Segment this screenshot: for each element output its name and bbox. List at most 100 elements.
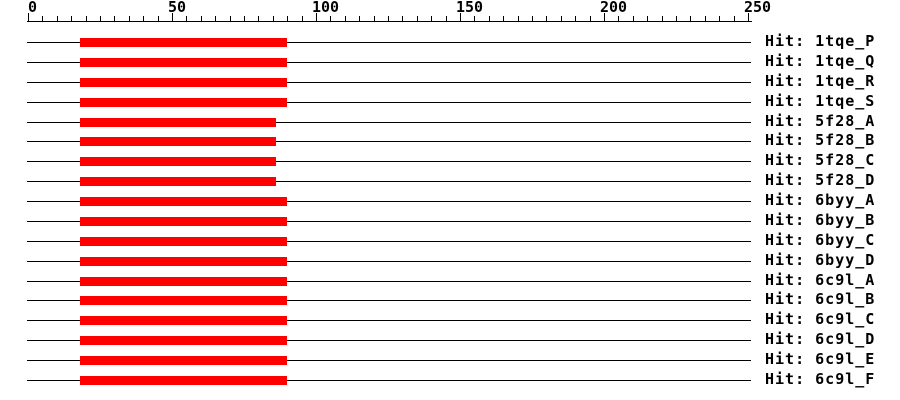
hit-baseline <box>27 360 751 361</box>
minor-tick <box>129 16 130 21</box>
axis-tick-label: 200 <box>600 0 628 16</box>
minor-tick <box>489 16 490 21</box>
minor-tick <box>662 16 663 21</box>
hit-label: Hit: 1tqe_P <box>765 32 876 50</box>
minor-tick <box>388 16 389 21</box>
minor-tick <box>532 16 533 21</box>
hit-baseline <box>27 300 751 301</box>
hit-label: Hit: 6c9l_D <box>765 330 876 348</box>
major-tick <box>460 13 461 21</box>
minor-tick <box>705 16 706 21</box>
minor-tick <box>431 16 432 21</box>
hit-span-bar[interactable] <box>80 316 287 325</box>
hit-span-bar[interactable] <box>80 98 287 107</box>
hit-span-bar[interactable] <box>80 177 276 186</box>
minor-tick <box>618 16 619 21</box>
minor-tick <box>114 16 115 21</box>
minor-tick <box>734 16 735 21</box>
axis-tick-label: 150 <box>456 0 484 16</box>
axis-tick-label: 100 <box>312 0 340 16</box>
minor-tick <box>719 16 720 21</box>
minor-tick <box>590 16 591 21</box>
minor-tick <box>244 16 245 21</box>
hit-baseline <box>27 141 751 142</box>
hit-label: Hit: 1tqe_Q <box>765 52 876 70</box>
hit-baseline <box>27 281 751 282</box>
axis-tick-label: 0 <box>28 0 38 16</box>
hit-span-bar[interactable] <box>80 336 287 345</box>
hit-baseline <box>27 380 751 381</box>
axis-baseline <box>27 21 752 22</box>
minor-tick <box>158 16 159 21</box>
hit-label: Hit: 1tqe_R <box>765 72 876 90</box>
hit-label: Hit: 6byy_A <box>765 191 876 209</box>
hit-span-bar[interactable] <box>80 157 276 166</box>
major-tick <box>748 13 749 21</box>
hit-baseline <box>27 42 751 43</box>
hit-baseline <box>27 122 751 123</box>
hit-span-bar[interactable] <box>80 137 276 146</box>
minor-tick <box>518 16 519 21</box>
hit-baseline <box>27 241 751 242</box>
hit-label: Hit: 6byy_D <box>765 251 876 269</box>
hit-label: Hit: 6byy_B <box>765 211 876 229</box>
hit-span-bar[interactable] <box>80 296 287 305</box>
hit-baseline <box>27 82 751 83</box>
minor-tick <box>417 16 418 21</box>
minor-tick <box>402 16 403 21</box>
minor-tick <box>345 16 346 21</box>
hit-label: Hit: 6c9l_B <box>765 290 876 308</box>
minor-tick <box>57 16 58 21</box>
minor-tick <box>690 16 691 21</box>
major-tick <box>316 13 317 21</box>
hit-label: Hit: 5f28_C <box>765 151 876 169</box>
hit-label: Hit: 6c9l_F <box>765 370 876 388</box>
minor-tick <box>100 16 101 21</box>
major-tick <box>172 13 173 21</box>
hit-label: Hit: 6c9l_E <box>765 350 876 368</box>
minor-tick <box>503 16 504 21</box>
hit-span-bar[interactable] <box>80 356 287 365</box>
hit-span-bar[interactable] <box>80 58 287 67</box>
hit-span-bar[interactable] <box>80 78 287 87</box>
minor-tick <box>546 16 547 21</box>
minor-tick <box>71 16 72 21</box>
minor-tick <box>330 16 331 21</box>
minor-tick <box>374 16 375 21</box>
minor-tick <box>575 16 576 21</box>
major-tick <box>604 13 605 21</box>
axis-tick-label: 250 <box>744 0 772 16</box>
hit-baseline <box>27 261 751 262</box>
minor-tick <box>215 16 216 21</box>
minor-tick <box>86 16 87 21</box>
hit-span-bar[interactable] <box>80 38 287 47</box>
hit-span-bar[interactable] <box>80 217 287 226</box>
hit-baseline <box>27 62 751 63</box>
minor-tick <box>446 16 447 21</box>
hit-label: Hit: 6c9l_A <box>765 271 876 289</box>
hit-span-bar[interactable] <box>80 277 287 286</box>
minor-tick <box>143 16 144 21</box>
minor-tick <box>201 16 202 21</box>
minor-tick <box>42 16 43 21</box>
minor-tick <box>359 16 360 21</box>
major-tick <box>28 13 29 21</box>
hit-span-bar[interactable] <box>80 118 276 127</box>
minor-tick <box>186 16 187 21</box>
minor-tick <box>676 16 677 21</box>
minor-tick <box>273 16 274 21</box>
minor-tick <box>302 16 303 21</box>
hit-span-bar[interactable] <box>80 376 287 385</box>
minor-tick <box>258 16 259 21</box>
hit-span-bar[interactable] <box>80 197 287 206</box>
minor-tick <box>287 16 288 21</box>
minor-tick <box>647 16 648 21</box>
hit-baseline <box>27 320 751 321</box>
hit-label: Hit: 5f28_D <box>765 171 876 189</box>
hit-label: Hit: 1tqe_S <box>765 92 876 110</box>
hit-label: Hit: 5f28_A <box>765 112 876 130</box>
hit-span-bar[interactable] <box>80 257 287 266</box>
hit-baseline <box>27 221 751 222</box>
hit-span-bar[interactable] <box>80 237 287 246</box>
